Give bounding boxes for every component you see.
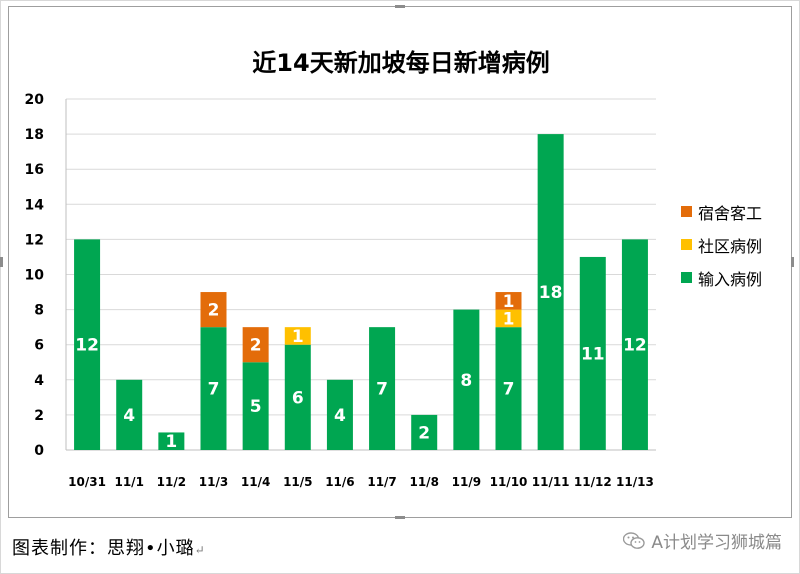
bar-segment	[453, 309, 480, 450]
y-tick-label: 12	[25, 232, 44, 248]
legend-label: 宿舍客工	[698, 203, 763, 223]
bar-segment	[495, 292, 522, 310]
data-label: 6	[292, 388, 304, 408]
legend-label: 社区病例	[698, 236, 763, 256]
y-tick-label: 20	[25, 92, 45, 108]
wechat-icon	[623, 531, 646, 550]
x-tick-label: 11/1	[114, 475, 143, 489]
x-tick-label: 11/10	[490, 475, 528, 489]
data-label: 2	[418, 423, 430, 443]
bar-segment	[621, 239, 648, 450]
chart-legend: 宿舍客工社区病例输入病例	[681, 203, 762, 302]
bar-segment	[495, 327, 522, 450]
x-tick-label: 11/5	[283, 475, 312, 489]
data-label: 1	[165, 432, 177, 452]
x-tick-label: 11/11	[532, 475, 570, 489]
x-tick-label: 11/12	[574, 475, 612, 489]
data-label: 1	[503, 292, 515, 312]
data-label: 4	[123, 406, 135, 426]
x-tick-label: 11/3	[199, 475, 228, 489]
data-label: 12	[623, 336, 647, 356]
x-tick-label: 10/31	[68, 475, 106, 489]
y-tick-label: 18	[25, 127, 44, 143]
bar-segment	[242, 327, 269, 363]
paragraph-mark: ↵	[194, 543, 206, 557]
chart-title: 近14天新加坡每日新增病例	[252, 49, 550, 77]
y-tick-label: 14	[25, 197, 45, 213]
legend-label: 输入病例	[698, 269, 763, 289]
data-label: 4	[334, 406, 346, 426]
x-tick-label: 11/4	[241, 475, 270, 489]
x-tick-label: 11/9	[452, 475, 481, 489]
x-tick-label: 11/8	[409, 475, 438, 489]
bar-segment	[411, 414, 438, 450]
data-label: 7	[376, 380, 388, 400]
resize-handle-right[interactable]	[791, 257, 794, 267]
legend-swatch	[681, 239, 692, 250]
bar-segment	[242, 362, 269, 450]
resize-handle-bottom[interactable]	[395, 516, 405, 519]
data-label: 11	[581, 344, 605, 364]
footer-credit: 图表制作：思翔•小璐↵	[12, 534, 206, 560]
watermark-text: A计划学习狮城篇	[651, 533, 782, 553]
y-tick-label: 0	[34, 443, 44, 459]
legend-item: 社区病例	[681, 236, 762, 256]
data-label: 18	[539, 283, 563, 303]
resize-handle-left[interactable]	[0, 257, 3, 267]
watermark: A计划学习狮城篇	[623, 528, 782, 553]
y-tick-label: 2	[34, 408, 44, 424]
bar-segment	[116, 379, 143, 450]
data-label: 8	[460, 371, 472, 391]
y-tick-label: 6	[34, 338, 44, 354]
y-tick-label: 4	[34, 373, 44, 389]
y-tick-label: 8	[34, 303, 44, 319]
data-label: 12	[75, 336, 99, 356]
bar-segment	[537, 134, 564, 450]
bar-segment	[74, 239, 101, 450]
legend-swatch	[681, 206, 692, 217]
data-label: 1	[503, 309, 515, 329]
data-label: 1	[292, 327, 304, 347]
legend-swatch	[681, 272, 692, 283]
bar-segment	[284, 327, 311, 345]
bar-segment	[200, 327, 227, 450]
chart-plot: 024681012141618201210/31411/1111/27211/3…	[25, 92, 656, 489]
x-tick-label: 11/7	[367, 475, 396, 489]
x-tick-label: 11/2	[157, 475, 186, 489]
y-tick-label: 10	[25, 268, 45, 284]
legend-item: 输入病例	[681, 269, 762, 289]
y-tick-label: 16	[25, 162, 44, 178]
data-label: 7	[208, 380, 220, 400]
bar-segment	[284, 344, 311, 450]
x-tick-label: 11/6	[325, 475, 354, 489]
data-label: 2	[208, 301, 220, 321]
bar-segment	[369, 327, 396, 450]
bar-segment	[158, 432, 185, 450]
footer-credit-text: 图表制作：思翔•小璐	[12, 538, 195, 559]
data-label: 2	[250, 336, 262, 356]
resize-handle-top[interactable]	[395, 5, 405, 8]
data-label: 5	[250, 397, 262, 417]
legend-item: 宿舍客工	[681, 203, 762, 223]
data-label: 7	[503, 380, 515, 400]
bar-segment	[326, 379, 353, 450]
bar-segment	[200, 292, 227, 328]
x-tick-label: 11/13	[616, 475, 654, 489]
bar-segment	[495, 309, 522, 328]
bar-segment	[579, 256, 606, 450]
